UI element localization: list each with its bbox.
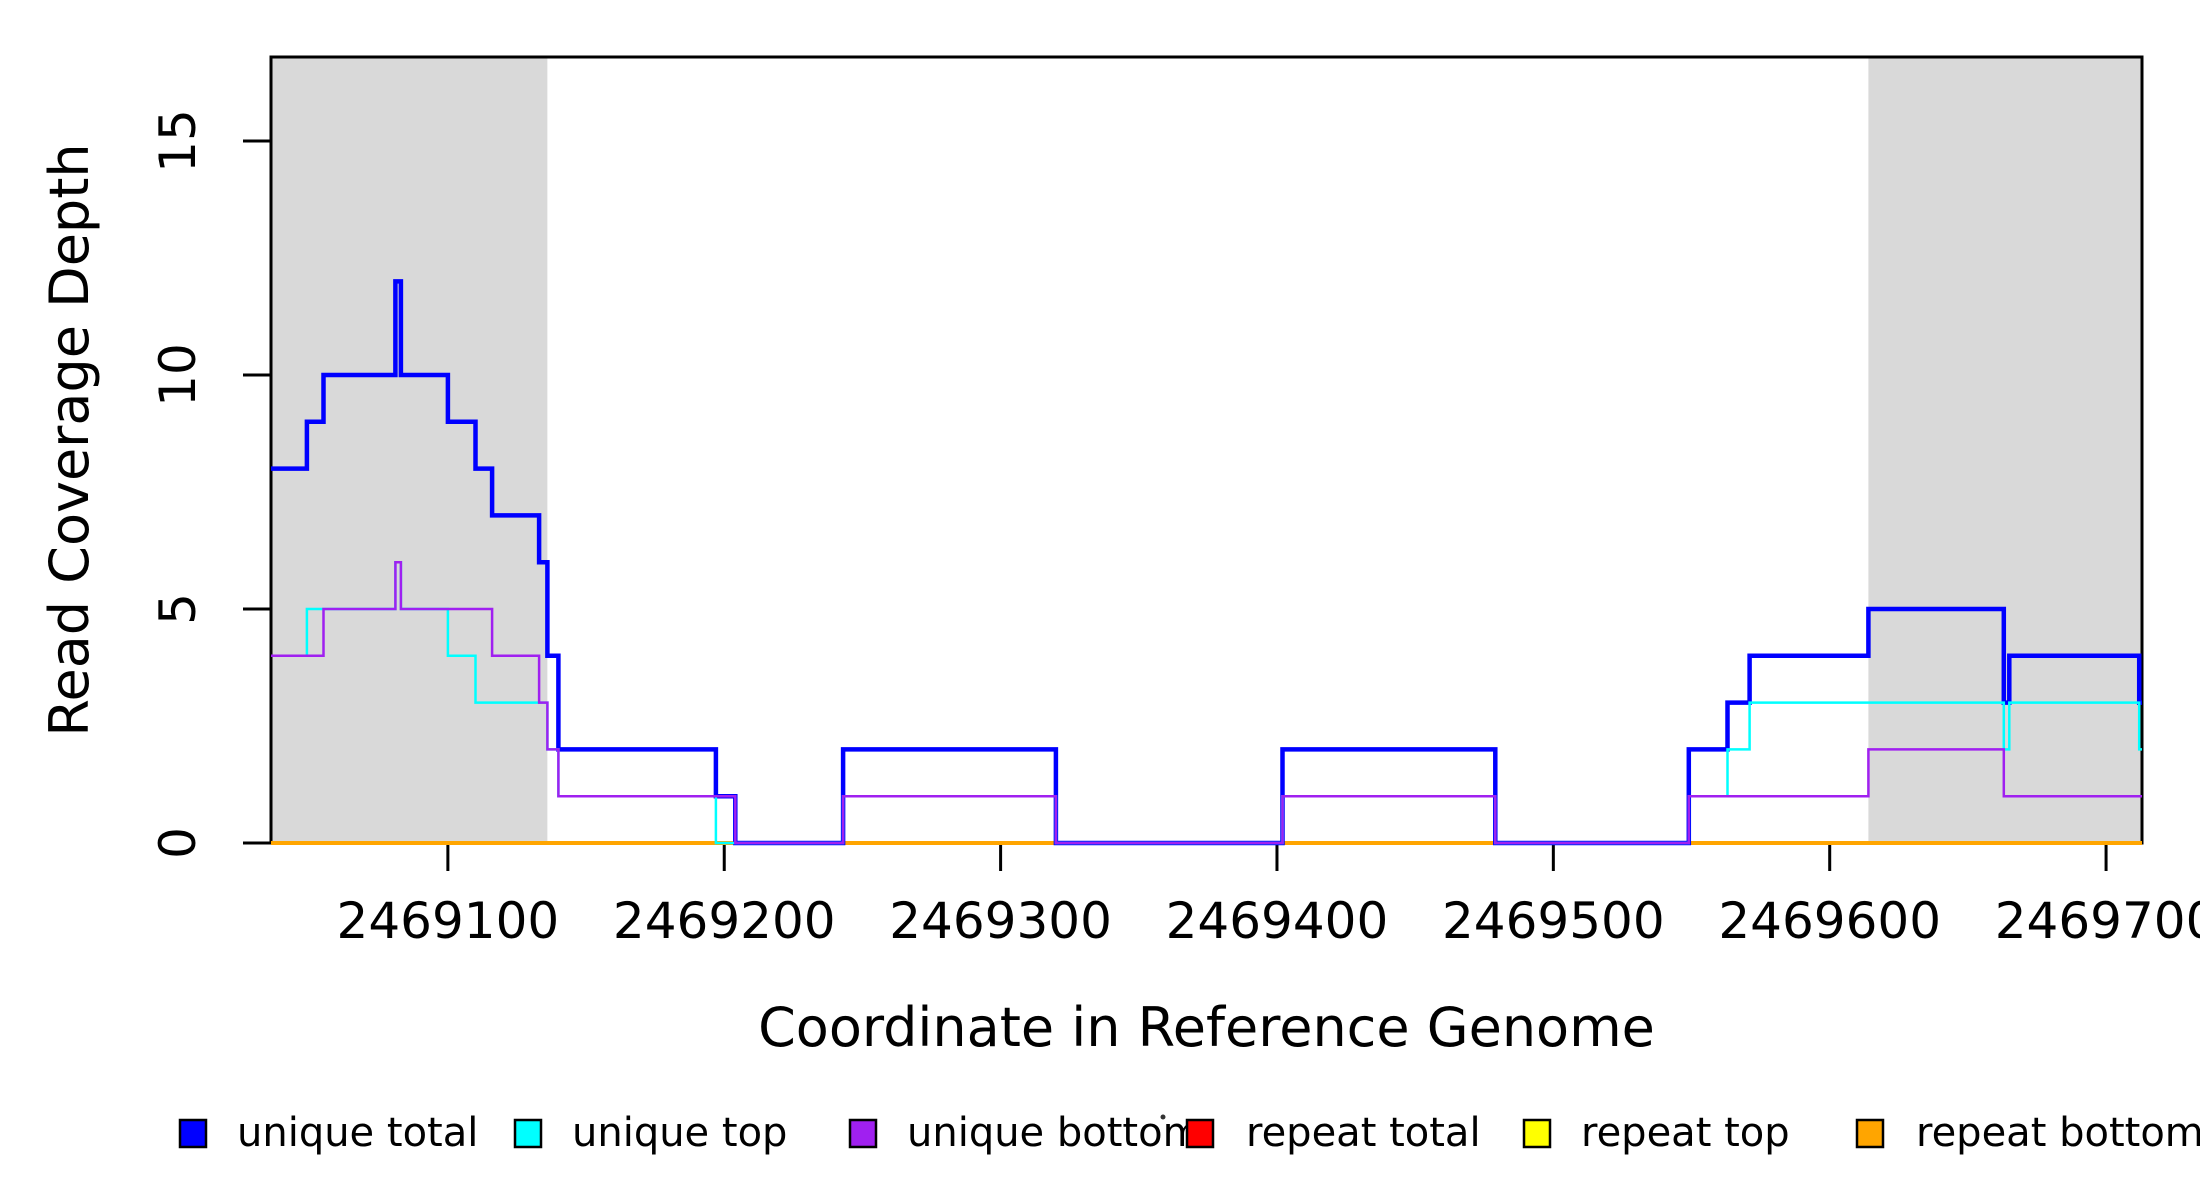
x-tick-label: 2469600	[1718, 892, 1941, 950]
plot-border	[269, 55, 2144, 845]
legend-label: repeat total	[1246, 1110, 1481, 1156]
legend: unique total unique top unique bottom repea…	[178, 1110, 2200, 1156]
legend-swatch-unique-top	[513, 1118, 543, 1149]
y-tick-label: 0	[149, 827, 207, 859]
series-line-unique-bottom	[271, 560, 2142, 845]
left-shaded-region	[271, 57, 548, 843]
x-tick-label: 2469400	[1166, 892, 1389, 950]
legend-label: unique total	[237, 1110, 478, 1156]
highlight-bands	[271, 57, 2142, 843]
right-shaded-region	[1868, 57, 2142, 843]
x-tick-label: 2469200	[613, 892, 836, 950]
x-axis-title: Coordinate in Reference Genome	[758, 996, 1655, 1059]
legend-label: unique bottom	[907, 1110, 1202, 1156]
legend-swatch-unique-bottom	[848, 1118, 878, 1149]
x-tick-label: 2469100	[337, 892, 560, 950]
legend-item-repeat-top: repeat top	[1522, 1110, 1790, 1156]
stray-dot	[1160, 1114, 1166, 1120]
legend-item-unique-top: unique top	[513, 1110, 787, 1156]
x-axis: 2469100 2469200 2469300 2469400 2469500 24696…	[337, 843, 2200, 950]
legend-swatch-repeat-bottom	[1855, 1118, 1885, 1149]
y-axis-title: Read Coverage Depth	[38, 143, 101, 736]
legend-item-unique-total: unique total	[178, 1110, 478, 1156]
legend-label: repeat top	[1581, 1110, 1790, 1156]
y-axis: 0 5 10 15	[149, 109, 271, 859]
series-line-unique-top	[271, 560, 2142, 845]
legend-item-repeat-total: repeat total	[1185, 1110, 1481, 1156]
legend-swatch-unique-total	[178, 1118, 208, 1149]
legend-swatch-repeat-top	[1522, 1118, 1552, 1149]
legend-item-repeat-bottom: repeat bottom	[1855, 1110, 2200, 1156]
legend-label: repeat bottom	[1916, 1110, 2200, 1156]
x-tick-label: 2469500	[1442, 892, 1665, 950]
x-tick-label: 2469300	[889, 892, 1112, 950]
series-lines	[271, 279, 2142, 846]
y-tick-label: 5	[149, 593, 207, 625]
y-tick-label: 10	[149, 343, 207, 407]
x-tick-label: 2469700	[1995, 892, 2200, 950]
series-line-unique-total	[271, 279, 2142, 846]
legend-item-unique-bottom: unique bottom	[848, 1110, 1202, 1156]
legend-label: unique top	[572, 1110, 787, 1156]
y-tick-label: 15	[149, 109, 207, 173]
legend-swatch-repeat-total	[1185, 1118, 1215, 1149]
